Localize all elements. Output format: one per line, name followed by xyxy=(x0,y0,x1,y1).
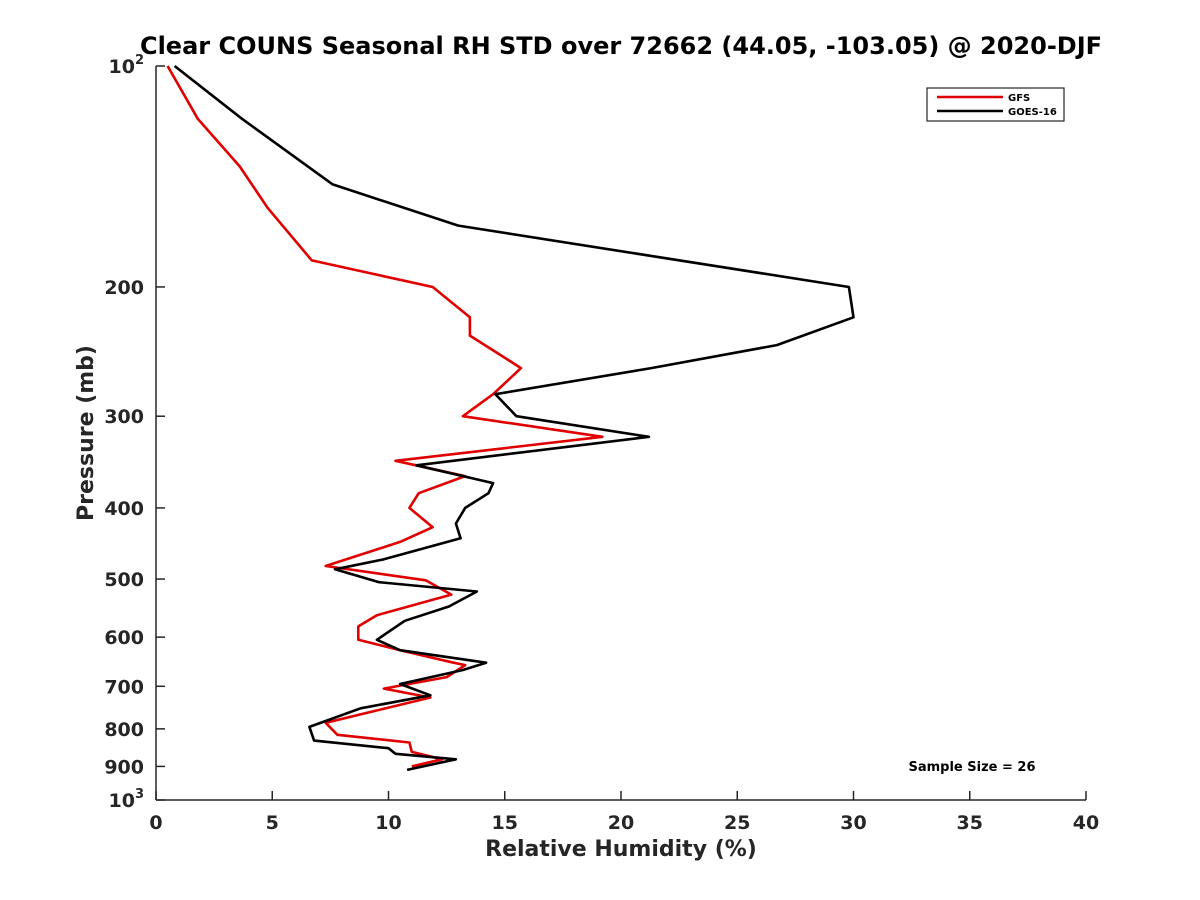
x-tick-label: 10 xyxy=(375,812,401,834)
legend: GFS GOES-16 xyxy=(926,87,1065,122)
x-axis-label: Relative Humidity (%) xyxy=(485,837,757,862)
y-ticks: 102 200 300 400 500 600 700 800 900 103 xyxy=(104,53,165,812)
y-tick-label: 200 xyxy=(104,277,144,299)
y-tick-label: 400 xyxy=(104,498,144,520)
x-tick-label: 15 xyxy=(492,812,518,834)
y-tick-label: 800 xyxy=(104,719,144,741)
y-tick-label: 900 xyxy=(104,756,144,778)
legend-label-gfs: GFS xyxy=(1008,93,1030,104)
series-lines xyxy=(166,64,855,772)
x-tick-label: 35 xyxy=(957,812,983,834)
y-tick-label: 700 xyxy=(104,676,144,698)
chart-title: Clear COUNS Seasonal RH STD over 72662 (… xyxy=(140,32,1102,60)
series-line-goes16 xyxy=(173,64,855,772)
y-tick-label: 500 xyxy=(104,569,144,591)
y-axis-label: Pressure (mb) xyxy=(74,345,99,521)
x-tick-label: 0 xyxy=(149,812,162,834)
sample-size-annotation: Sample Size = 26 xyxy=(908,760,1035,775)
x-tick-label: 5 xyxy=(266,812,279,834)
series-line-gfs xyxy=(166,65,604,768)
x-tick-label: 20 xyxy=(608,812,634,834)
x-ticks: 0 5 10 15 20 25 30 35 40 xyxy=(149,791,1099,834)
legend-box xyxy=(926,87,1065,122)
y-tick-label: 600 xyxy=(104,627,144,649)
y-tick-label: 300 xyxy=(104,406,144,428)
x-tick-label: 30 xyxy=(840,812,866,834)
y-tick-label: 102 xyxy=(109,53,145,78)
legend-label-goes16: GOES-16 xyxy=(1008,107,1057,118)
x-tick-label: 25 xyxy=(724,812,750,834)
x-tick-label: 40 xyxy=(1073,812,1099,834)
y-tick-label: 103 xyxy=(109,787,145,812)
